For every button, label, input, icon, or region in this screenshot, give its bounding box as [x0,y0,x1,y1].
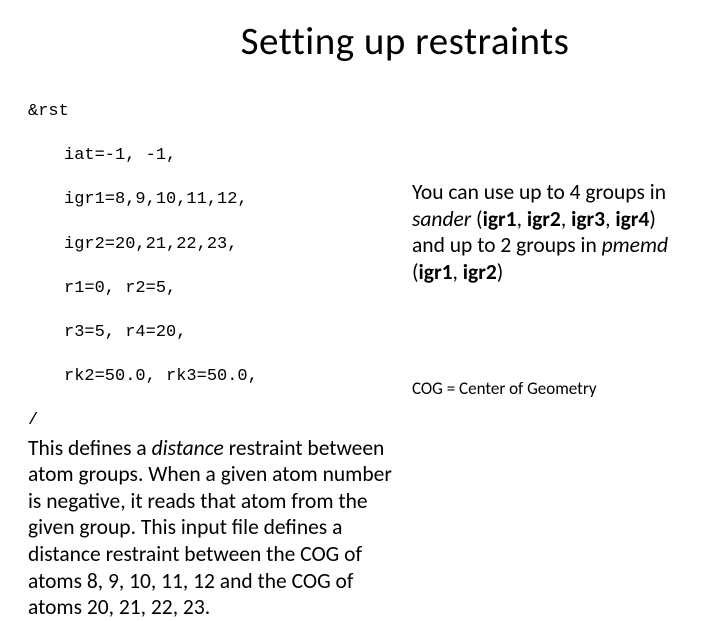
slide: Setting up restraints &rst iat=-1, -1, i… [0,0,720,540]
r-c4: , [453,259,463,285]
igr1b-label: igr1 [419,259,453,285]
code-line-6: rk2=50.0, rk3=50.0, [28,366,392,388]
code-line-3: igr2=20,21,22,23, [28,234,392,256]
sander-word: sander [412,206,471,232]
right-paragraph: You can use up to 4 groups in sander (ig… [412,179,692,286]
code-line-4: r1=0, r2=5, [28,278,392,300]
igr1-label: igr1 [483,206,517,232]
left-text-prefix: This defines a [28,435,152,461]
left-text-rest: restraint between atom groups. When a gi… [28,435,392,621]
code-line-2: igr1=8,9,10,11,12, [28,189,392,211]
distance-word: distance [152,435,224,461]
igr2b-label: igr2 [463,259,497,285]
r-text-a: You can use up to 4 groups in [412,179,666,205]
r-c2: , [561,206,571,232]
pmemd-word: pmemd [602,232,668,258]
r-text-b: ( [471,206,482,232]
igr2-label: igr2 [527,206,561,232]
code-line-5: r3=5, r4=20, [28,322,392,344]
igr4-label: igr4 [615,206,649,232]
r-c1: , [517,206,527,232]
code-block: &rst iat=-1, -1, igr1=8,9,10,11,12, igr2… [28,79,392,433]
code-line-0: &rst [28,101,392,123]
code-line-7: / [28,410,392,432]
r-c3: , [605,206,615,232]
left-paragraph: This defines a distance restraint betwee… [28,435,392,621]
r-text-e: ) [497,259,504,285]
footnote-text: COG = Center of Geometry [412,378,692,399]
igr3-label: igr3 [571,206,605,232]
code-line-1: iat=-1, -1, [28,145,392,167]
slide-title: Setting up restraints [118,18,692,65]
